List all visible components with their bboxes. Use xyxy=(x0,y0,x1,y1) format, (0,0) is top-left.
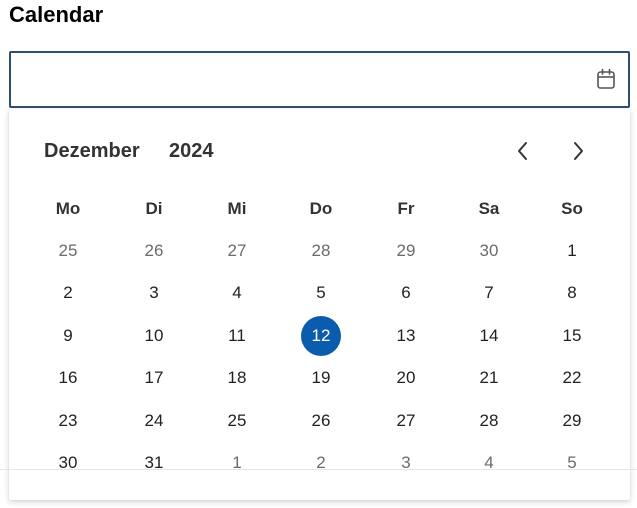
day-cell[interactable]: 28 xyxy=(479,411,499,430)
day-cell[interactable]: 5 xyxy=(567,453,577,472)
day-cell[interactable]: 13 xyxy=(396,326,416,345)
day-cell[interactable]: 14 xyxy=(479,326,499,345)
day-cell[interactable]: 19 xyxy=(311,368,331,387)
day-cell[interactable]: 9 xyxy=(63,326,73,345)
day-cell[interactable]: 2 xyxy=(316,453,326,472)
day-cell[interactable]: 31 xyxy=(144,453,164,472)
day-cell[interactable]: 25 xyxy=(58,241,78,260)
day-cell[interactable]: 29 xyxy=(562,411,582,430)
day-cell[interactable]: 16 xyxy=(58,368,78,387)
day-cell[interactable]: 27 xyxy=(227,241,247,260)
day-cell[interactable]: 2 xyxy=(63,283,73,302)
day-cell[interactable]: 29 xyxy=(396,241,416,260)
day-cell[interactable]: 25 xyxy=(227,411,247,430)
weekday-label: Mi xyxy=(227,199,247,218)
weekday-label: Do xyxy=(309,199,333,218)
day-cell[interactable]: 18 xyxy=(227,368,247,387)
day-cell[interactable]: 11 xyxy=(228,326,246,345)
day-cell[interactable]: 30 xyxy=(479,241,499,260)
day-cell[interactable]: 26 xyxy=(311,411,331,430)
day-cell[interactable]: 3 xyxy=(401,453,411,472)
day-cell[interactable]: 23 xyxy=(58,411,78,430)
divider xyxy=(0,469,637,470)
day-cell[interactable]: 28 xyxy=(311,241,331,260)
weekday-label: Di xyxy=(145,199,163,218)
weekday-label: Mo xyxy=(55,199,81,218)
day-cell[interactable]: 5 xyxy=(316,283,326,302)
day-cell[interactable]: 10 xyxy=(144,326,164,345)
day-cell[interactable]: 24 xyxy=(144,411,164,430)
day-cell[interactable]: 3 xyxy=(149,283,159,302)
day-cell[interactable]: 26 xyxy=(144,241,164,260)
date-field[interactable] xyxy=(9,51,630,108)
day-cell[interactable]: 4 xyxy=(484,453,494,472)
day-cell[interactable]: 1 xyxy=(232,453,242,472)
day-cell[interactable]: 8 xyxy=(567,283,577,302)
weekday-label: So xyxy=(561,199,583,218)
weekday-label: Sa xyxy=(478,199,500,218)
day-cell[interactable]: 21 xyxy=(479,368,499,387)
day-cell[interactable]: 7 xyxy=(484,283,494,302)
date-input[interactable] xyxy=(21,63,585,98)
day-cell[interactable]: 27 xyxy=(396,411,416,430)
day-cell[interactable]: 15 xyxy=(562,326,582,345)
day-cell[interactable]: 1 xyxy=(567,241,577,260)
day-cell[interactable]: 17 xyxy=(144,368,164,387)
day-cell[interactable]: 20 xyxy=(396,368,416,387)
calendar-icon[interactable] xyxy=(596,68,616,90)
chevron-right-icon[interactable] xyxy=(564,137,592,165)
day-cell[interactable]: 6 xyxy=(401,283,411,302)
weekday-label: Fr xyxy=(397,199,415,218)
page-title: Calendar xyxy=(9,2,104,27)
year-label[interactable]: 2024 xyxy=(169,140,214,162)
day-cell[interactable]: 22 xyxy=(562,368,582,387)
chevron-left-icon[interactable] xyxy=(509,137,537,165)
day-cell[interactable]: 30 xyxy=(58,453,78,472)
date-picker-popup: Dezember 2024 Mo Di Mi Do Fr Sa So 25 26 27 28 29 3… xyxy=(9,109,630,500)
day-cell-selected[interactable]: 12 xyxy=(301,316,341,356)
day-cell[interactable]: 4 xyxy=(232,283,242,302)
month-label[interactable]: Dezember xyxy=(44,140,140,162)
